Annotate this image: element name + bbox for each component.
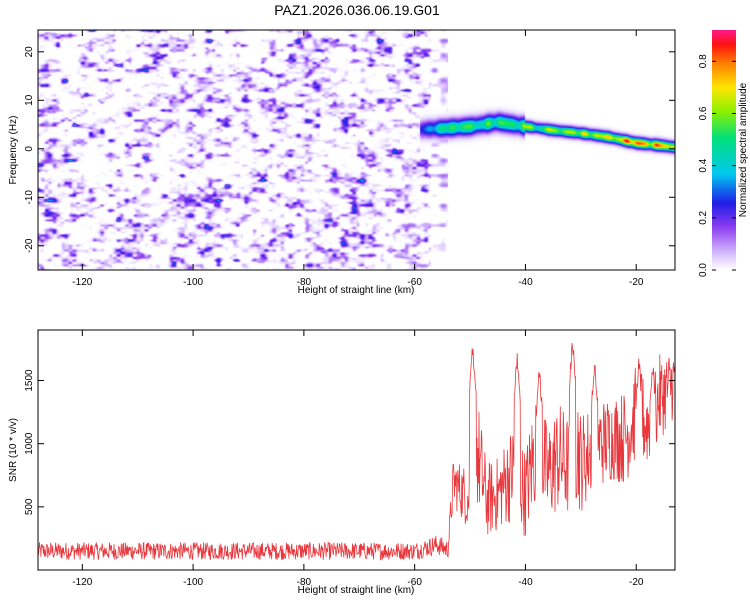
snr-y-tick-label: 1000 [24,432,35,455]
snr-x-axis: -120 -100 -80 -60 -40 -20 [72,330,644,588]
snr-y-label: SNR (10 * v/v) [8,418,19,482]
spectrogram-frame [37,29,676,271]
snr-x-tick-label: -100 [183,577,203,588]
spectrogram-y-tick-label: -10 [24,190,35,205]
spectrogram-x-tick-label: -80 [297,277,312,288]
spectrogram-y-tick-label: 10 [24,94,35,106]
colorbar-axis: 0.0 0.2 0.4 0.6 0.8 [698,54,736,277]
snr-x-label: Height of straight line (km) [298,585,415,596]
spectrogram-x-tick-label: -100 [183,277,203,288]
spectrogram-x-tick-label: -120 [72,277,92,288]
colorbar-tick-label: 0.4 [698,158,709,172]
colorbar-tick-label: 0.8 [698,54,709,68]
colorbar-tick-label: 0.2 [698,210,709,224]
spectrogram-x-tick-label: -40 [518,277,533,288]
snr-x-tick-label: -40 [518,577,533,588]
colorbar-gradient [712,30,736,270]
snr-panel: -120 -100 -80 -60 -40 -20 500 1000 1500 Height … [8,329,676,596]
spectrogram-x-axis: -120 -100 -80 -60 -40 -20 [72,30,644,288]
colorbar-tick-label: 0.0 [698,263,709,277]
spectrogram-y-tick-label: 20 [24,46,35,58]
colorbar-label: Normalized spectral amplitude [738,82,749,217]
spectrogram-x-tick-label: -20 [629,277,644,288]
snr-x-tick-label: -80 [297,577,312,588]
snr-x-tick-label: -60 [407,577,422,588]
snr-x-tick-label: -20 [629,577,644,588]
spectrogram-y-label: Frequency (Hz) [8,116,19,185]
snr-y-axis: 500 1000 1500 [24,369,675,515]
snr-y-tick-label: 1500 [24,369,35,392]
spectrogram-y-tick-label: 0 [24,146,35,152]
snr-frame [37,329,676,571]
snr-y-tick-label: 500 [24,498,35,515]
spectrogram-y-tick-label: -20 [24,238,35,253]
spectrogram-x-tick-label: -60 [407,277,422,288]
snr-x-tick-label: -120 [72,577,92,588]
chart-title: PAZ1.2026.036.06.19.G01 [274,2,440,18]
snr-series-line [38,342,675,561]
spectrogram-x-label: Height of straight line (km) [298,285,415,296]
spectrogram-y-axis: -20 -10 0 10 20 [24,46,675,253]
colorbar: 0.0 0.2 0.4 0.6 0.8 Normalized spectral ampl… [698,30,749,277]
colorbar-tick-label: 0.6 [698,106,709,120]
spectrogram-heatmap [38,30,675,270]
